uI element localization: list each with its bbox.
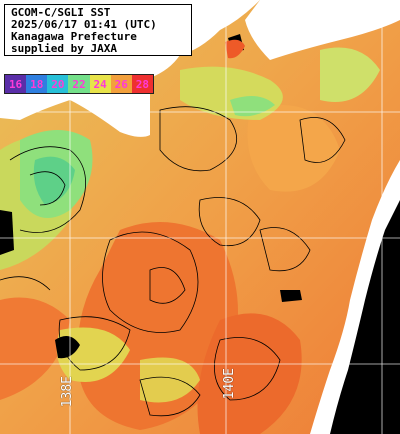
warm-patch [197,313,302,434]
scale-label: 26 [110,75,132,93]
longitude-label-140: 140E [222,368,237,400]
warm-patch [0,297,70,400]
no-data-patch [280,290,302,302]
color-scale-bar: 16 18 20 22 24 26 28 [4,74,154,94]
no-data-island [0,210,14,255]
warm-patch [247,105,340,192]
title-box: GCOM-C/SGLI SST 2025/06/17 01:41 (UTC) K… [4,4,192,56]
land-peninsula [245,0,400,60]
title-line-2: 2025/06/17 01:41 (UTC) [11,18,157,31]
longitude-label-138: 138E [60,376,75,408]
scale-label: 22 [68,75,90,93]
cool-patch [320,47,380,102]
cold-patch [33,156,75,205]
contours [0,106,346,417]
scale-label: 18 [26,75,48,93]
cool-patch [140,357,200,403]
scale-label: 16 [5,75,27,93]
no-data-patch [55,336,80,359]
title-line-3: Kanagawa Prefecture [11,30,137,43]
scale-label: 24 [89,75,111,93]
title-line-4: supplied by JAXA [11,42,117,55]
cold-patch [230,96,275,117]
title-line-1: GCOM-C/SGLI SST [11,6,111,19]
warm-island-patch [225,39,245,59]
scale-label: 20 [47,75,69,93]
no-data-east [330,200,400,434]
scale-label: 28 [131,75,153,93]
